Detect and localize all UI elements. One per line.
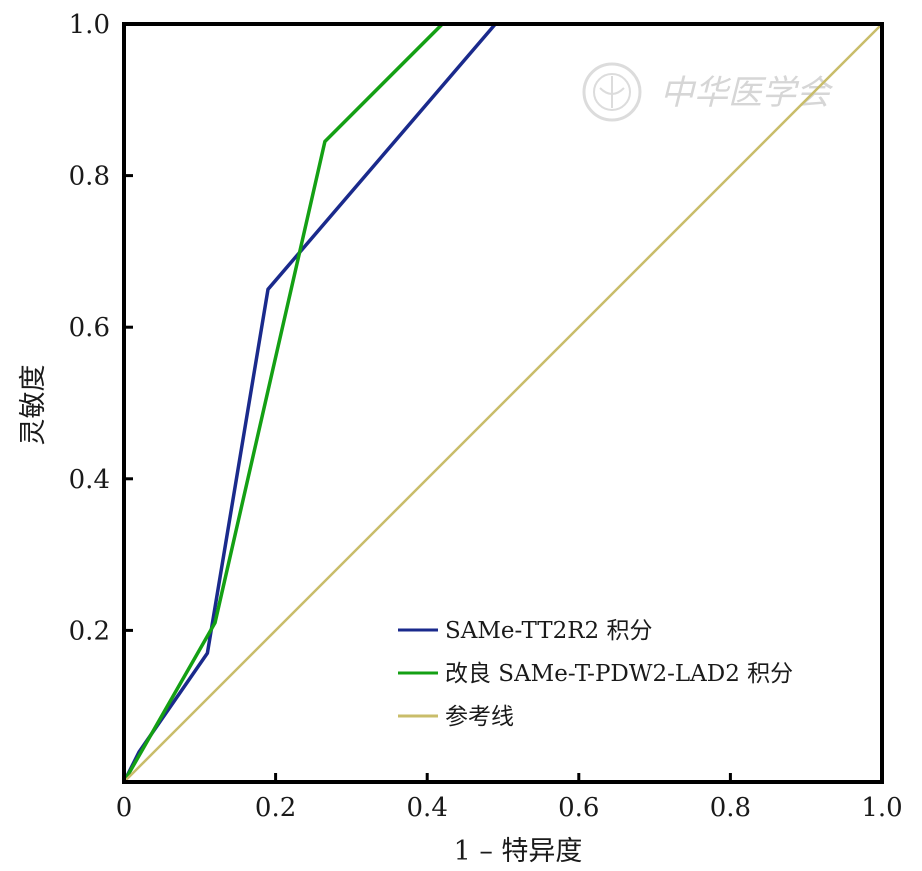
- x-tick-label: 0.8: [710, 793, 751, 823]
- legend-item-3: 参考线: [398, 704, 514, 730]
- x-tick-label: 1.0: [861, 793, 902, 823]
- y-tick-label: 0.4: [69, 465, 110, 495]
- legend-item-2: 改良 SAMe-T-PDW2-LAD2 积分: [398, 661, 793, 687]
- x-tick-label: 0.2: [255, 793, 296, 823]
- legend-label: 参考线: [445, 704, 514, 730]
- plot-border: [122, 22, 884, 784]
- axis-labels: 1 – 特异度 灵敏度: [18, 365, 582, 868]
- x-axis-title: 1 – 特异度: [454, 836, 583, 867]
- watermark: 中华医学会: [582, 62, 834, 122]
- y-axis-title: 灵敏度: [18, 365, 49, 446]
- legend-label: 改良 SAMe-T-PDW2-LAD2 积分: [445, 661, 793, 687]
- x-tick-label: 0: [116, 793, 133, 823]
- axis-ticks: 0 0.2 0.4 0.6 0.8 1.0 0.2 0.4 0.6 0.8 1.0: [69, 10, 903, 823]
- y-tick-label: 0.2: [69, 616, 110, 646]
- x-tick-label: 0.6: [558, 793, 599, 823]
- y-tick-label: 0.8: [69, 162, 110, 192]
- y-tick-label: 1.0: [69, 10, 110, 40]
- x-tick-label: 0.4: [407, 793, 448, 823]
- series-line-3-series: [123, 23, 883, 783]
- legend-item-1: SAMe-TT2R2 积分: [398, 618, 652, 644]
- legend-label: SAMe-TT2R2 积分: [445, 618, 652, 644]
- y-tick-label: 0.6: [69, 313, 110, 343]
- seal-logo-icon: [582, 62, 642, 122]
- watermark-text: 中华医学会: [660, 73, 834, 113]
- plot-frame: [122, 22, 884, 784]
